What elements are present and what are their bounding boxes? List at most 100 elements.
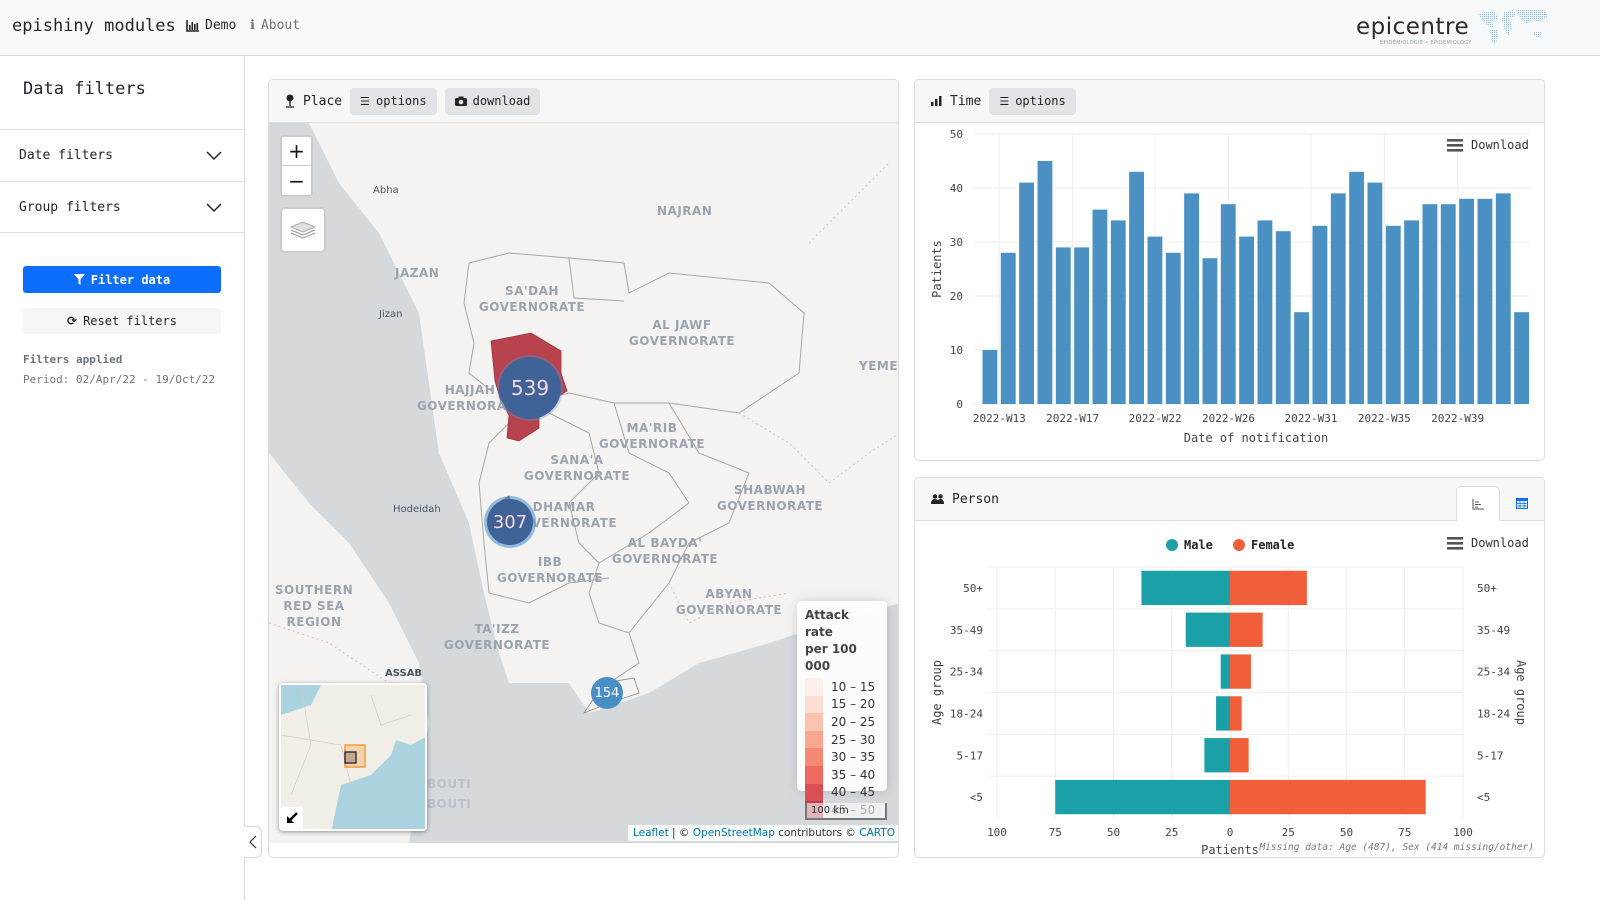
place-card: Place ☰ options download xyxy=(268,79,899,858)
y-tick-label-right: 5-17 xyxy=(1477,749,1504,762)
carto-link[interactable]: CARTO xyxy=(859,827,895,839)
legend-swatch xyxy=(805,730,823,749)
bar xyxy=(1147,236,1163,404)
leaflet-link[interactable]: Leaflet xyxy=(632,827,669,839)
group-filters-accordion[interactable]: Group filters xyxy=(0,181,244,233)
minimap[interactable] xyxy=(279,683,427,831)
bar-female xyxy=(1230,738,1249,773)
person-title: Person xyxy=(952,491,999,507)
map-view[interactable]: NAJRAN JAZAN SA'DAH GOVERNORATE AL JAWF … xyxy=(269,123,899,843)
osm-link[interactable]: OpenStreetMap xyxy=(692,827,775,839)
cluster-count: 154 xyxy=(594,685,620,701)
cluster-count: 307 xyxy=(492,511,528,533)
logo-subtitle: ÉPIDÉMIOLOGIE • EPIDEMIOLOGY xyxy=(1380,40,1472,46)
arrow-down-left-icon xyxy=(287,812,298,823)
bar xyxy=(1092,209,1108,404)
bar xyxy=(1275,231,1291,404)
zoom-out-button[interactable]: − xyxy=(288,168,305,193)
tab-chart[interactable] xyxy=(1456,486,1500,521)
menu-icon xyxy=(1447,138,1463,152)
zoom-in-button[interactable]: + xyxy=(282,137,311,166)
bar xyxy=(1495,193,1511,404)
region-label: MA'RIB GOVERNORATE xyxy=(598,421,706,451)
bar xyxy=(1239,236,1254,404)
bar-male xyxy=(1216,696,1230,731)
bar xyxy=(1257,220,1273,404)
region-label: YEME xyxy=(859,359,899,373)
place-download-button[interactable]: download xyxy=(444,87,541,115)
region-label: TA'IZZ GOVERNORATE xyxy=(443,622,551,652)
bar xyxy=(1440,204,1456,404)
place-download-label: download xyxy=(472,94,531,108)
bar xyxy=(1019,182,1034,404)
nav-demo-label: Demo xyxy=(205,18,237,33)
missing-data-note: Missing data: Age (487), Sex (414 missin… xyxy=(1259,842,1534,853)
male-legend-dot xyxy=(1166,539,1178,551)
x-tick-label: 2022-W17 xyxy=(1046,412,1099,425)
cluster-count: 539 xyxy=(510,376,550,400)
sidebar: Data filters Date filters Group filters … xyxy=(0,56,245,900)
city-label: BOUTI xyxy=(427,777,472,791)
x-tick-label: 100 xyxy=(1453,826,1473,839)
bar xyxy=(1074,247,1089,404)
nav-demo[interactable]: Demo xyxy=(186,18,236,33)
bar-male xyxy=(1220,654,1230,689)
filter-data-button[interactable]: Filter data xyxy=(23,266,221,293)
city-label: BOUTI xyxy=(427,797,472,811)
sidebar-title: Data filters xyxy=(23,79,146,99)
legend-bin-label: 40 – 45 xyxy=(831,785,876,800)
nav-about[interactable]: ℹ About xyxy=(250,18,300,33)
legend-bin: 30 – 35 xyxy=(805,748,879,766)
y-tick-label-left: 5-17 xyxy=(957,749,984,762)
bar xyxy=(1367,182,1383,404)
bar xyxy=(982,350,998,404)
region-label: AL BAYDA' GOVERNORATE xyxy=(611,536,719,566)
cluster-marker[interactable]: 307 xyxy=(487,499,533,545)
place-title: Place xyxy=(303,93,343,109)
x-tick-label: 2022-W31 xyxy=(1285,412,1338,425)
x-axis-title: Patients xyxy=(1201,843,1259,857)
time-options-button[interactable]: ☰ options xyxy=(989,87,1076,115)
layers-control-button[interactable] xyxy=(280,207,326,253)
y-tick-label: 0 xyxy=(956,398,963,411)
reset-filters-button[interactable]: ⟳ Reset filters xyxy=(23,308,221,334)
bar xyxy=(1385,225,1401,404)
bar-chart-icon xyxy=(186,19,199,32)
y-tick-label: 30 xyxy=(950,236,963,249)
cluster-marker[interactable]: 539 xyxy=(499,357,561,419)
epicentre-logo: epicentre ÉPIDÉMIOLOGIE • EPIDEMIOLOGY xyxy=(1354,6,1550,50)
x-tick-label: 0 xyxy=(1227,826,1234,839)
sliders-icon: ☰ xyxy=(999,94,1010,108)
place-options-button[interactable]: ☰ options xyxy=(350,87,437,115)
bar xyxy=(1184,193,1199,404)
date-filters-accordion[interactable]: Date filters xyxy=(0,129,244,181)
legend-swatch xyxy=(805,765,823,784)
x-tick-label: 25 xyxy=(1165,826,1178,839)
region-label: NAJRAN xyxy=(657,204,713,218)
sidebar-collapse-button[interactable] xyxy=(244,826,262,858)
time-download-button[interactable]: Download xyxy=(1447,138,1529,152)
cluster-marker[interactable]: 154 xyxy=(591,677,623,709)
legend-swatch xyxy=(805,713,823,731)
info-icon: ℹ xyxy=(250,18,255,33)
region-label: HAJJAH GOVERNORATE xyxy=(416,383,524,413)
person-download-button[interactable]: Download xyxy=(1447,536,1529,550)
legend-male-label: Male xyxy=(1184,538,1213,552)
region-label: ABYAN GOVERNORATE xyxy=(675,587,783,617)
time-title: Time xyxy=(950,93,982,109)
bar-female xyxy=(1230,779,1426,815)
minimap-toggle-button[interactable] xyxy=(281,807,303,829)
legend-male[interactable]: Male xyxy=(1166,538,1213,552)
world-map-icon xyxy=(1478,10,1548,44)
legend-female[interactable]: Female xyxy=(1233,538,1294,552)
person-card-header: Person xyxy=(915,478,1544,521)
chevron-down-icon xyxy=(206,203,222,213)
bar xyxy=(1477,198,1493,404)
city-label: Abha xyxy=(373,185,399,196)
layers-icon xyxy=(290,221,316,239)
app-brand[interactable]: epishiny modules xyxy=(12,16,176,36)
x-tick-label: 50 xyxy=(1107,826,1120,839)
sliders-icon: ☰ xyxy=(360,94,371,108)
users-icon xyxy=(931,494,944,504)
tab-table[interactable] xyxy=(1500,486,1544,521)
